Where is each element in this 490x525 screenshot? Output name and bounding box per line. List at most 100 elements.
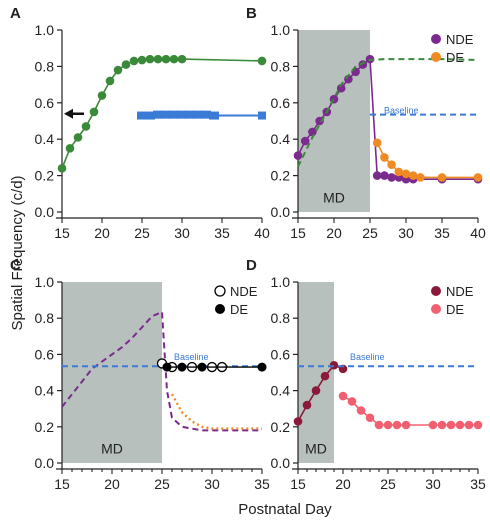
panel-letter: A [10, 5, 21, 22]
y-tick-label: 0.4 [271, 131, 291, 147]
data-point [209, 111, 219, 120]
data-point [137, 55, 147, 65]
legend-marker [431, 34, 441, 44]
x-tick-label: 35 [434, 225, 450, 241]
x-tick-label: 20 [104, 476, 120, 492]
de-line [376, 142, 478, 179]
x-tick-label: 25 [154, 476, 170, 492]
data-point [57, 164, 67, 173]
md-label: MD [101, 441, 123, 457]
arrow-head [64, 108, 73, 119]
legend-label: DE [446, 302, 464, 317]
panel-letter: C [10, 257, 21, 274]
data-point [394, 167, 404, 177]
md-label: MD [305, 441, 327, 457]
data-point [302, 400, 312, 410]
baseline-label: Baseline [384, 106, 419, 116]
x-tick-label: 40 [470, 225, 486, 241]
data-point [293, 151, 303, 160]
x-tick-label: 30 [425, 476, 441, 492]
data-point [401, 169, 411, 179]
y-tick-label: 0.6 [271, 346, 291, 362]
data-point [169, 54, 179, 64]
data-point-de [197, 362, 207, 372]
x-tick-label: 15 [290, 225, 306, 241]
data-point [293, 417, 303, 426]
data-point [161, 110, 171, 119]
md-shaded-region [62, 282, 162, 463]
data-point [311, 386, 321, 395]
data-point [193, 110, 203, 119]
data-point [153, 54, 163, 64]
md-label: MD [323, 189, 345, 205]
data-point [347, 397, 357, 406]
data-point [137, 111, 147, 120]
y-tick-label: 0.2 [271, 419, 291, 435]
y-tick-label: 0.8 [35, 58, 55, 74]
data-point-de [177, 362, 187, 372]
data-point [308, 127, 317, 137]
panel-letter: D [246, 257, 257, 274]
panel-d: D MD 0.0 0.2 0.4 0.6 0.8 1.0 15 20 25 30 35 Baseline N… [246, 257, 486, 492]
data-point [446, 420, 456, 430]
y-tick-label: 0.4 [271, 383, 291, 399]
x-tick-label: 15 [54, 476, 70, 492]
x-tick-label: 15 [54, 225, 70, 241]
x-tick-label: 25 [134, 225, 150, 241]
data-point [365, 413, 375, 423]
x-tick-label: 30 [398, 225, 414, 241]
legend-marker [214, 285, 226, 297]
y-tick-label: 0.6 [271, 95, 291, 111]
y-tick-label: 0.8 [271, 310, 291, 326]
data-point [437, 420, 447, 430]
data-point [97, 91, 107, 100]
data-point [201, 110, 211, 119]
data-point-de [162, 362, 172, 372]
data-point [129, 56, 139, 66]
data-point [428, 420, 438, 430]
data-point [89, 107, 99, 117]
legend-label: DE [230, 302, 248, 317]
x-tick-label: 30 [204, 476, 220, 492]
y-axis-label-shared: Spatial Frequency (c/d) [9, 175, 26, 330]
data-point [473, 420, 483, 430]
y-tick-label: 0.4 [35, 383, 55, 399]
x-tick-label: 15 [290, 476, 306, 492]
data-point [473, 173, 483, 182]
y-tick-label: 0.0 [35, 455, 55, 471]
data-point [383, 420, 393, 430]
y-tick-label: 0.0 [271, 455, 291, 471]
x-axis-label-shared: Postnatal Day [238, 501, 332, 518]
data-point [113, 65, 123, 75]
y-tick-label: 0.2 [35, 168, 55, 184]
data-point [372, 171, 382, 180]
data-point [387, 160, 396, 169]
legend-marker [431, 286, 441, 296]
legend-label: DE [446, 50, 464, 65]
y-tick-label: 0.2 [35, 419, 55, 435]
y-tick-label: 1.0 [271, 274, 291, 290]
data-point [257, 56, 267, 66]
panel-b: B MD 0.0 0.2 0.4 0.6 0.8 1.0 15 20 25 30 35 40 Baselin… [246, 5, 486, 241]
x-tick-label: 25 [362, 225, 378, 241]
data-point [464, 420, 474, 430]
legend-label: NDE [446, 284, 474, 299]
y-tick-label: 1.0 [271, 22, 291, 38]
data-point [401, 420, 411, 430]
data-point [169, 110, 179, 119]
panel-letter: B [246, 5, 257, 22]
x-tick-label: 35 [470, 476, 486, 492]
data-point [387, 173, 396, 182]
legend-label: NDE [446, 32, 474, 47]
legend-marker [215, 304, 225, 314]
y-tick-label: 0.6 [35, 95, 55, 111]
y-tick-label: 0.0 [35, 204, 55, 220]
legend-marker [431, 304, 441, 314]
data-point [185, 110, 195, 119]
x-tick-label: 20 [326, 225, 342, 241]
data-point [121, 60, 131, 69]
data-point [336, 83, 346, 93]
data-point [161, 54, 171, 64]
x-tick-label: 40 [254, 225, 270, 241]
y-tick-label: 0.0 [271, 204, 291, 220]
